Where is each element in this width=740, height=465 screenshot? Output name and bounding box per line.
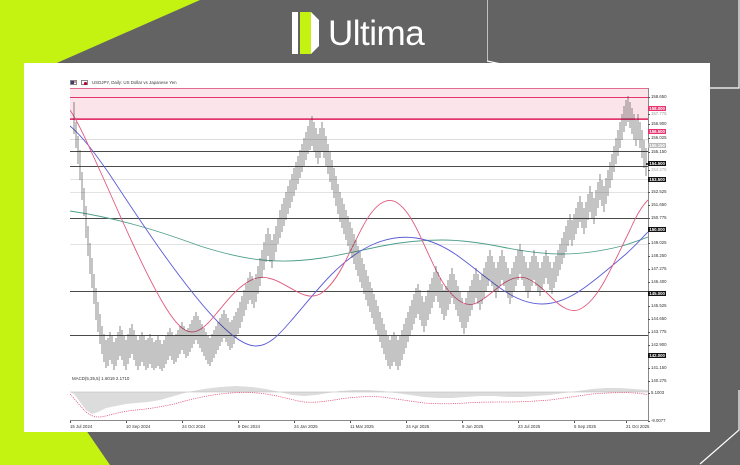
level-line-156500 (70, 119, 648, 120)
macd-series (70, 386, 648, 418)
price-tick: 156.900 (648, 121, 667, 126)
price-tick: 156.025 (648, 135, 667, 140)
price-tick: 154.275 (648, 167, 667, 172)
level-line-151650 (70, 192, 648, 193)
price-axis-line (648, 88, 649, 422)
macd-signal-line (70, 392, 648, 418)
chart-card: USDJPY, Daily: US Dollar vs Japanese Yen (24, 63, 710, 432)
price-tick: 143.775 (648, 329, 667, 334)
macd-plot-area[interactable] (70, 376, 648, 422)
price-tick: 152.525 (648, 189, 667, 194)
level-line-150000 (70, 218, 648, 219)
price-level-badge[interactable]: 155.150 (648, 142, 667, 149)
time-tick: 9 Dec 2024 (238, 421, 260, 429)
us-flag-icon (70, 80, 77, 85)
time-axis-line (70, 420, 648, 421)
time-tick: 24 Oct 2024 (182, 421, 205, 429)
ma-medium-blue-line (70, 125, 648, 347)
level-line-148250 (70, 244, 648, 245)
price-level-badge[interactable]: 156.500 (648, 128, 667, 135)
level-line-145000 (70, 291, 648, 292)
price-tick: 141.150 (648, 365, 667, 370)
price-level-badge[interactable]: 145.000 (648, 290, 667, 297)
moving-average-lines (70, 109, 648, 347)
time-tick: 11 Mar 2025 (350, 421, 374, 429)
macd-axis-tick: -9.0077 (648, 418, 666, 423)
price-axis[interactable]: 158.650 158.000 157.775 156.900 156.500 … (645, 88, 700, 423)
price-tick: 145.525 (648, 303, 667, 308)
chart-legend: USDJPY, Daily: US Dollar vs Japanese Yen (70, 80, 177, 85)
price-tick: 142.900 (648, 342, 667, 347)
price-tick: 150.775 (648, 215, 667, 220)
price-level-badge[interactable]: 150.000 (648, 226, 667, 233)
time-tick: 21 Oct 2025 (626, 421, 649, 429)
price-level-badge[interactable]: 142.000 (648, 352, 667, 359)
price-tick: 147.275 (648, 266, 667, 271)
time-tick: 9 Jun 2025 (462, 421, 483, 429)
price-tick: 148.250 (648, 253, 667, 258)
chart-legend-label: USDJPY, Daily: US Dollar vs Japanese Yen (92, 80, 177, 85)
level-line-158000 (70, 97, 648, 98)
level-line-155150 (70, 139, 648, 140)
level-line-142000 (70, 335, 648, 336)
time-tick: 5 Sep 2025 (574, 421, 596, 429)
brand-logo: Ultima (292, 12, 425, 54)
current-price-badge[interactable]: 154.500 (645, 161, 667, 167)
macd-axis-tick: 5.1003 (648, 390, 664, 395)
macd-indicator-label: MACD(5,35,5) 1.6019 2.1710 (72, 376, 130, 381)
macd-histogram-area (70, 386, 648, 414)
time-tick: 15 Jul 2024 (70, 421, 92, 429)
time-tick: 24 Apr 2025 (406, 421, 429, 429)
price-level-badge[interactable]: 153.500 (648, 176, 667, 183)
resistance-zone (70, 88, 648, 119)
price-tick: 146.400 (648, 279, 667, 284)
time-tick: 10 Sep 2024 (126, 421, 150, 429)
level-line-152525 (70, 179, 648, 180)
ma-fast-red-line (70, 109, 648, 333)
price-plot-area[interactable] (70, 88, 648, 372)
price-level-badge[interactable]: 158.000 (648, 105, 667, 112)
chart-canvas[interactable]: USDJPY, Daily: US Dollar vs Japanese Yen (34, 76, 700, 429)
level-line-154500 (70, 151, 648, 152)
price-tick: 157.775 (648, 111, 667, 116)
ma-slow-green-line (70, 210, 648, 262)
price-tick: 140.275 (648, 378, 667, 383)
price-tick: 158.650 (648, 94, 667, 99)
price-tick: 151.650 (648, 202, 667, 207)
time-tick: 23 Jul 2025 (518, 421, 540, 429)
time-axis[interactable]: 15 Jul 2024 10 Sep 2024 24 Oct 2024 9 De… (70, 420, 649, 434)
ultima-logo-icon (292, 12, 319, 54)
price-tick: 155.150 (648, 149, 667, 154)
price-tick: 144.650 (648, 316, 667, 321)
candlestick-series (73, 96, 647, 371)
brand-name: Ultima (328, 13, 425, 53)
japan-flag-icon (81, 80, 88, 85)
level-line-153500 (70, 166, 648, 167)
time-tick: 24 Jan 2025 (294, 421, 318, 429)
price-tick: 149.025 (648, 240, 667, 245)
